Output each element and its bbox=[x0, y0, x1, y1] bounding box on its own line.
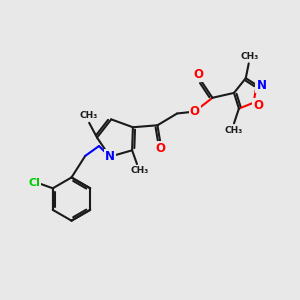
Text: Cl: Cl bbox=[28, 178, 40, 188]
Text: O: O bbox=[254, 99, 263, 112]
Text: O: O bbox=[190, 105, 200, 118]
Text: CH₃: CH₃ bbox=[79, 111, 97, 120]
Text: O: O bbox=[194, 68, 204, 81]
Text: O: O bbox=[155, 142, 165, 155]
Text: CH₃: CH₃ bbox=[225, 126, 243, 135]
Text: N: N bbox=[256, 79, 266, 92]
Text: CH₃: CH₃ bbox=[241, 52, 259, 61]
Text: CH₃: CH₃ bbox=[131, 167, 149, 176]
Text: N: N bbox=[105, 150, 115, 163]
